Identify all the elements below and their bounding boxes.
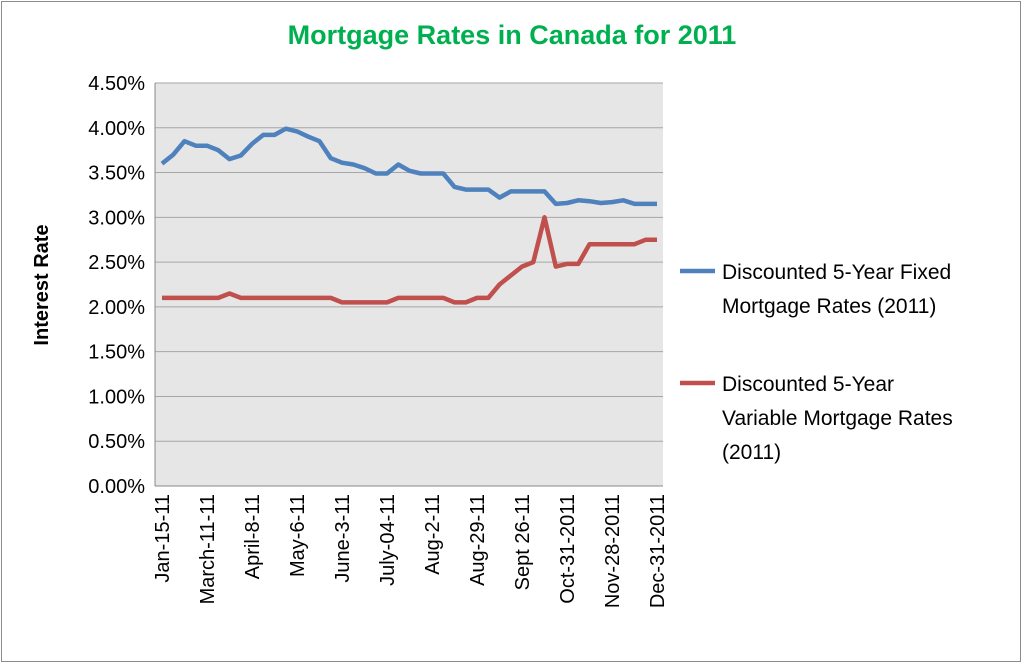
x-tick-label: Jan-15-11 [152, 494, 174, 583]
x-tick-label: Sept 26-11 [512, 494, 534, 590]
legend-label-1: (2011) [722, 441, 781, 464]
x-tick-label: March-11-11 [197, 494, 219, 604]
legend-label-0: Discounted 5-Year Fixed [722, 261, 951, 284]
x-tick-label: Nov-28-2011 [602, 494, 624, 608]
y-tick-label: 4.00% [88, 118, 145, 140]
x-tick-label: Oct-31-2011 [557, 494, 579, 604]
y-tick-label: 0.50% [88, 431, 145, 453]
y-tick-label: 1.50% [88, 342, 145, 364]
x-tick-label: Dec-31-2011 [647, 494, 669, 608]
x-tick-label: June-3-11 [332, 494, 354, 583]
y-tick-label: 4.50% [88, 73, 145, 95]
x-tick-label: April-8-11 [242, 494, 264, 579]
plot-area [155, 83, 663, 486]
x-tick-label: July-04-11 [377, 494, 399, 586]
legend-label-0: Mortgage Rates (2011) [722, 295, 936, 318]
x-tick-label: Aug-2-11 [422, 494, 444, 575]
x-tick-label: Aug-29-11 [467, 494, 489, 586]
y-tick-label: 2.00% [88, 297, 145, 319]
legend-label-1: Variable Mortgage Rates [722, 407, 953, 430]
y-tick-label: 2.50% [88, 252, 145, 274]
x-tick-label: May-6-11 [287, 494, 309, 577]
chart-title: Mortgage Rates in Canada for 2011 [288, 20, 737, 50]
y-tick-label: 1.00% [88, 386, 145, 408]
y-tick-label: 0.00% [88, 476, 145, 498]
y-axis-label: Interest Rate [31, 224, 53, 345]
y-tick-label: 3.00% [88, 207, 145, 229]
y-tick-label: 3.50% [88, 163, 145, 185]
legend-label-1: Discounted 5-Year [722, 373, 894, 396]
